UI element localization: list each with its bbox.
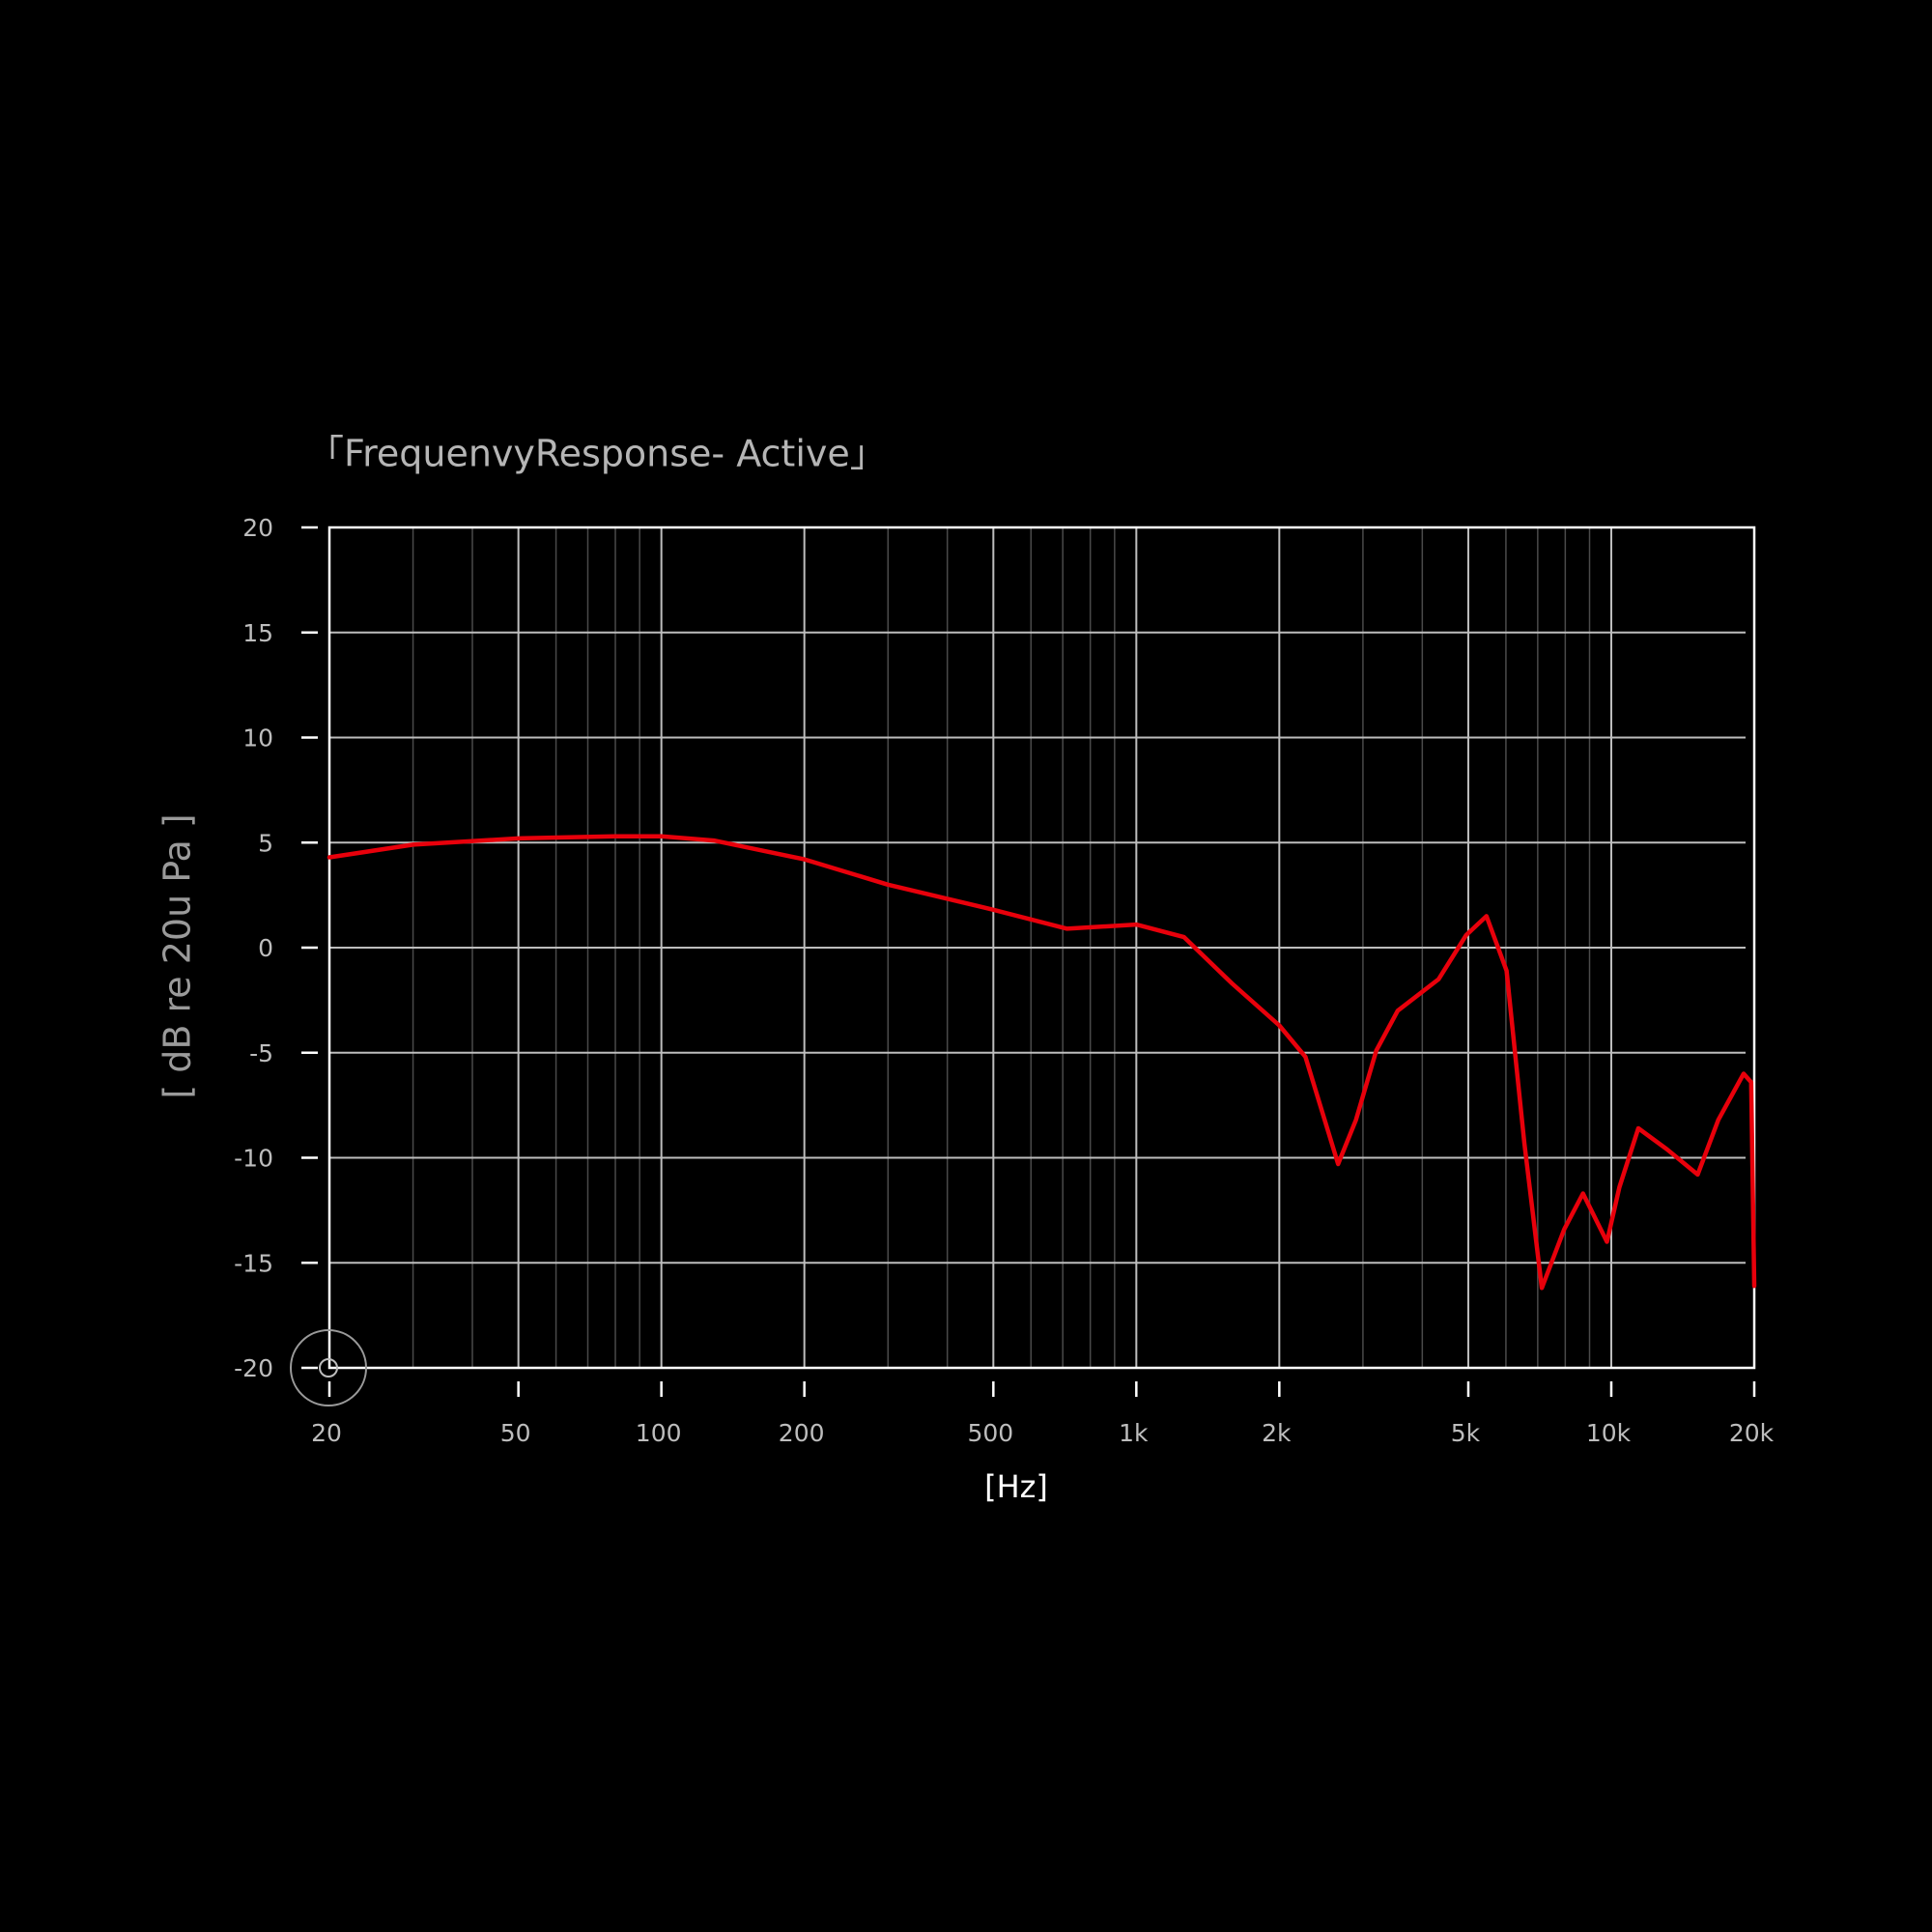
x-tick-label: 2k (1262, 1419, 1292, 1447)
x-tick-label: 1k (1119, 1419, 1149, 1447)
data-line (327, 834, 1757, 1291)
y-tick-label: -20 (234, 1354, 273, 1382)
x-tick-label: 20k (1729, 1419, 1775, 1447)
y-tick-label: -15 (234, 1249, 273, 1277)
x-axis-label: [Hz] (984, 1468, 1048, 1505)
plot-frame (327, 526, 1756, 1370)
y-tick-label: -10 (234, 1145, 273, 1173)
x-tick-label: 100 (636, 1419, 682, 1447)
y-tick-label: 5 (258, 829, 273, 857)
x-tick-label: 20 (311, 1419, 342, 1447)
x-tick-label: 50 (500, 1419, 531, 1447)
y-tick-label: 0 (258, 934, 273, 962)
y-axis-label: [ dB re 20u Pa ] (156, 813, 199, 1098)
x-tick-label: 500 (967, 1419, 1013, 1447)
origin-dot (319, 1358, 338, 1378)
chart-title: 「FrequenvyResponse- Active」 (307, 433, 887, 475)
x-tick-label: 200 (779, 1419, 825, 1447)
y-tick-label: 10 (242, 724, 273, 753)
y-tick-label: 20 (242, 514, 273, 542)
origin-ring (290, 1329, 367, 1406)
y-tick-label: 15 (242, 619, 273, 647)
y-tick-label: -5 (249, 1039, 273, 1067)
x-tick-label: 10k (1586, 1419, 1632, 1447)
x-tick-label: 5k (1451, 1419, 1481, 1447)
